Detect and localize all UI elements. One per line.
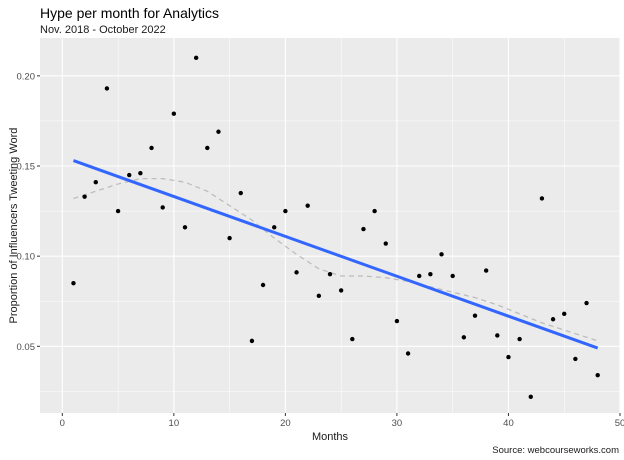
source-caption: Source: webcourseworks.com (492, 445, 619, 456)
plot-panel (40, 38, 620, 413)
data-point (550, 317, 556, 322)
data-point (316, 293, 322, 299)
data-point (372, 208, 377, 214)
y-axis-title: Proportion of Influencers Tweeting Word (8, 128, 20, 324)
data-point (361, 226, 366, 232)
x-tick-label: 10 (169, 418, 180, 429)
data-point (495, 333, 500, 338)
chart-title: Hype per month for Analytics (40, 5, 219, 21)
data-point (205, 145, 210, 151)
data-point (182, 225, 188, 230)
data-point (573, 356, 578, 362)
data-point (115, 208, 121, 214)
data-point (272, 225, 277, 230)
data-point (71, 280, 76, 286)
y-tick-label: 0.05 (17, 342, 36, 353)
data-point (595, 372, 600, 378)
chart-subtitle: Nov. 2018 - October 2022 (40, 24, 166, 36)
data-point (216, 129, 221, 134)
data-point (104, 86, 110, 91)
smooth-fit-line (73, 177, 598, 342)
data-point (260, 282, 266, 288)
data-point (227, 235, 232, 241)
data-point (483, 268, 489, 273)
x-axis: 0 10 20 30 40 50 (60, 413, 624, 429)
x-axis-title: Months (312, 431, 349, 443)
data-point (238, 190, 243, 196)
data-point (305, 203, 310, 208)
data-point (506, 354, 511, 360)
y-tick-label: 0.15 (17, 162, 36, 173)
x-tick-label: 40 (503, 418, 514, 429)
data-point (405, 351, 411, 356)
data-point (93, 180, 98, 185)
data-point (439, 252, 444, 257)
major-gridlines (40, 38, 621, 413)
points-layer (71, 55, 600, 399)
data-point (472, 313, 478, 318)
data-point (584, 300, 589, 306)
x-tick-label: 20 (280, 418, 291, 429)
data-point (383, 241, 388, 246)
x-tick-label: 0 (60, 418, 65, 429)
data-point (127, 172, 132, 178)
data-point (338, 288, 344, 293)
data-point (450, 273, 455, 279)
data-point (539, 196, 545, 201)
data-point (350, 336, 355, 342)
x-tick-label: 30 (392, 418, 403, 429)
linear-fit-layer (72, 159, 599, 350)
data-point (528, 394, 533, 399)
data-point (193, 55, 199, 61)
data-point (394, 318, 400, 324)
y-tick-label: 0.10 (17, 252, 36, 263)
linear-fit-line (72, 159, 599, 350)
data-point (171, 111, 177, 116)
data-point (294, 270, 299, 275)
data-point (417, 273, 422, 279)
data-point (160, 205, 165, 210)
data-point (149, 145, 154, 151)
data-point (138, 171, 143, 176)
data-point (461, 335, 467, 340)
data-point (428, 271, 433, 277)
data-point (82, 194, 87, 199)
data-point (562, 311, 567, 317)
data-point (283, 208, 288, 214)
y-axis: 0.05 0.10 0.15 0.20 (17, 71, 40, 353)
y-tick-label: 0.20 (17, 71, 36, 82)
x-tick-label: 50 (615, 418, 624, 429)
data-point (517, 336, 522, 342)
minor-gridlines (40, 38, 620, 413)
data-point (249, 338, 255, 344)
data-point (327, 271, 333, 277)
smooth-fit-layer (73, 177, 598, 342)
